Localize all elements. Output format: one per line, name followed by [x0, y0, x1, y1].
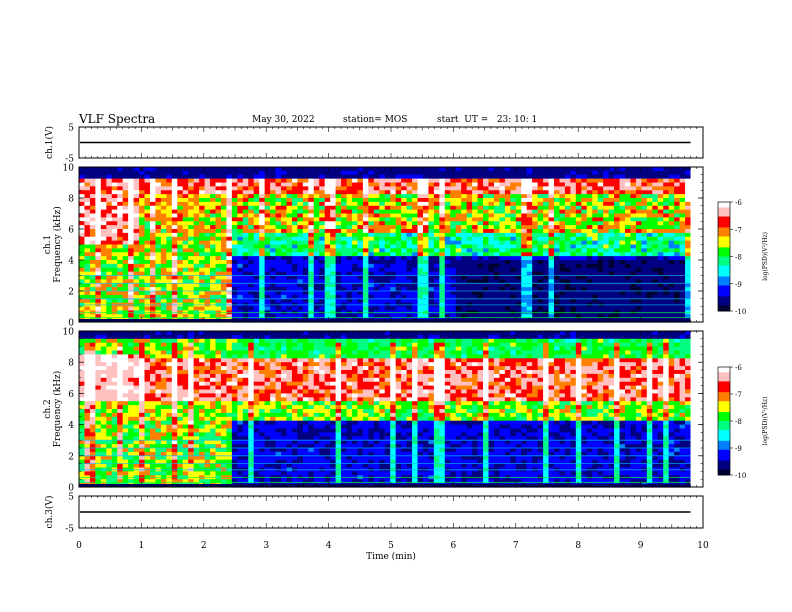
ytick-label: 0 — [68, 319, 74, 329]
station-label: station= MOS — [343, 115, 408, 125]
ytick-label: -5 — [65, 525, 74, 535]
date-label: May 30, 2022 — [252, 115, 315, 125]
xtick-label: 5 — [388, 541, 394, 551]
colorbar-tick: -9 — [735, 281, 742, 289]
ytick-label: 5 — [68, 124, 74, 134]
xtick-label: 9 — [638, 541, 644, 551]
xaxis-label: Time (min) — [366, 551, 416, 562]
colorbar-tick: -6 — [735, 199, 742, 207]
ytick-label: 2 — [68, 452, 74, 462]
colorbar-label: log(PSD)(V²/Hz) — [762, 397, 769, 446]
ytick-label: 8 — [68, 195, 74, 205]
xtick-label: 0 — [76, 541, 82, 551]
ylabel-ch2-spectrogram: ch.2Frequency (kHz) — [43, 371, 63, 448]
ytick-label: 8 — [68, 359, 74, 369]
spectrogram-ch1-spectrogram — [79, 167, 703, 323]
xtick-label: 10 — [697, 541, 709, 551]
colorbar-label: log(PSD)(V²/Hz) — [762, 232, 769, 281]
ytick-label: 6 — [68, 390, 74, 400]
ytick-label: 10 — [63, 164, 75, 174]
colorbar-tick: -8 — [735, 254, 742, 262]
ylabel-ch3-waveform: ch.3(V) — [44, 496, 55, 529]
colorbar-tick: -6 — [735, 364, 742, 372]
ytick-label: 0 — [68, 484, 74, 494]
ytick-label: 4 — [68, 421, 74, 431]
ytick-label: -5 — [65, 155, 74, 165]
ytick-label: 2 — [68, 288, 74, 298]
colorbar-tick: -7 — [735, 391, 742, 399]
ytick-label: 6 — [68, 226, 74, 236]
ytick-label: 5 — [68, 493, 74, 503]
ylabel-ch1-waveform: ch.1(V) — [44, 126, 55, 159]
xtick-label: 7 — [513, 541, 519, 551]
colorbar-tick: -9 — [735, 445, 742, 453]
colorbar-tick: -8 — [735, 418, 742, 426]
xtick-label: 6 — [451, 541, 457, 551]
spectrogram-ch2-spectrogram — [79, 331, 703, 488]
xtick-label: 8 — [575, 541, 581, 551]
start-ut-label: start UT = 23: 10: 1 — [437, 115, 538, 125]
xtick-label: 4 — [326, 541, 332, 551]
xtick-label: 1 — [139, 541, 145, 551]
xtick-label: 2 — [201, 541, 207, 551]
colorbar-ch2: -6 -7 -8 -9 -10 log(PSD)(V²/Hz) — [717, 364, 769, 480]
ytick-label: 10 — [63, 328, 75, 338]
xtick-label: 3 — [263, 541, 269, 551]
ylabel-ch1-spectrogram: ch.1Frequency (kHz) — [43, 206, 63, 283]
ytick-label: 4 — [68, 257, 74, 267]
colorbar-tick: -10 — [735, 472, 746, 480]
colorbar-ch1: -6 -7 -8 -9 -10 log(PSD)(V²/Hz) — [717, 199, 769, 316]
colorbar-tick: -7 — [735, 226, 742, 234]
colorbar-tick: -10 — [735, 308, 746, 316]
figure-title: VLF Spectra — [79, 112, 156, 126]
